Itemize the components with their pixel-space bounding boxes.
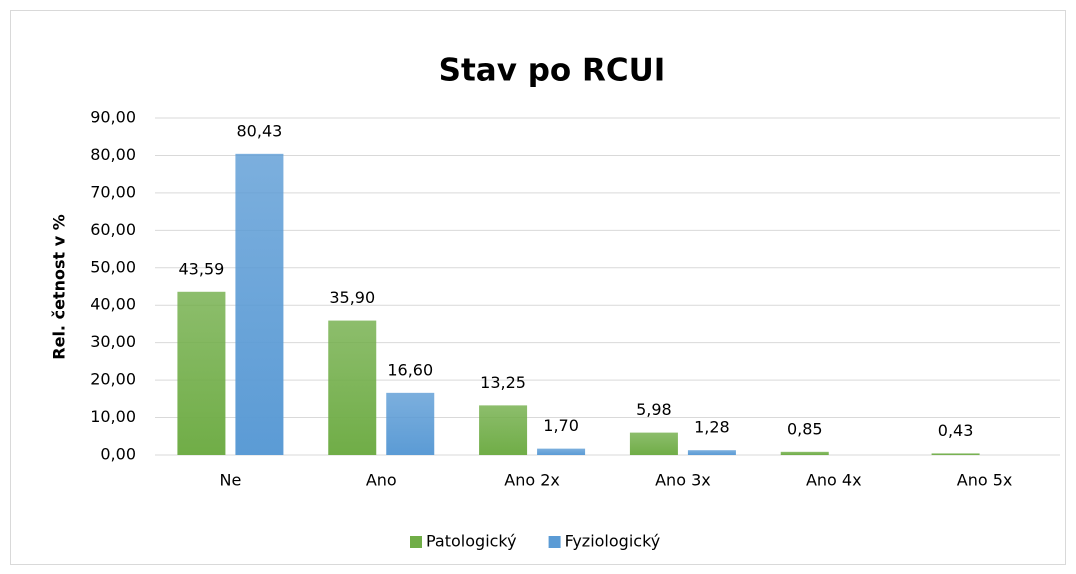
bar [931, 453, 980, 455]
y-tick-label: 20,00 [90, 370, 136, 389]
y-tick-label: 30,00 [90, 332, 136, 351]
chart-frame [10, 10, 1066, 565]
data-label: 1,28 [694, 418, 730, 437]
data-label: 1,70 [543, 416, 579, 435]
data-label: 0,85 [787, 419, 823, 438]
y-tick-label: 80,00 [90, 145, 136, 164]
legend-label: Fyziologický [565, 532, 661, 551]
bar [629, 432, 678, 455]
data-label: 43,59 [179, 259, 225, 278]
bar [537, 448, 586, 455]
bar [479, 405, 528, 455]
x-tick-label: Ano 5x [957, 471, 1013, 490]
y-tick-label: 50,00 [90, 257, 136, 276]
x-tick-label: Ano 3x [655, 471, 711, 490]
bar [687, 450, 736, 455]
y-tick-label: 70,00 [90, 182, 136, 201]
y-tick-label: 60,00 [90, 220, 136, 239]
data-label: 35,90 [329, 288, 375, 307]
x-tick-label: Ano [366, 471, 397, 490]
y-axis-label: Rel. četnost v % [50, 214, 69, 359]
x-tick-label: Ano 2x [504, 471, 560, 490]
data-label: 5,98 [636, 400, 672, 419]
bar [328, 320, 377, 455]
y-tick-label: 10,00 [90, 407, 136, 426]
legend-swatch [548, 536, 561, 548]
legend-swatch [410, 536, 422, 548]
y-tick-label: 0,00 [100, 445, 136, 464]
chart-title: Stav po RCUI [439, 53, 666, 89]
bar [780, 451, 829, 455]
y-tick-label: 40,00 [90, 295, 136, 314]
bar [177, 291, 226, 455]
legend-label: Patologický [426, 532, 517, 551]
x-tick-label: Ano 4x [806, 471, 862, 490]
y-tick-label: 90,00 [90, 108, 136, 127]
data-label: 80,43 [237, 121, 283, 140]
bar [235, 153, 284, 455]
data-label: 13,25 [480, 373, 526, 392]
data-label: 16,60 [387, 360, 433, 379]
data-label: 0,43 [938, 421, 974, 440]
x-tick-label: Ne [220, 471, 242, 490]
bar [386, 392, 435, 455]
